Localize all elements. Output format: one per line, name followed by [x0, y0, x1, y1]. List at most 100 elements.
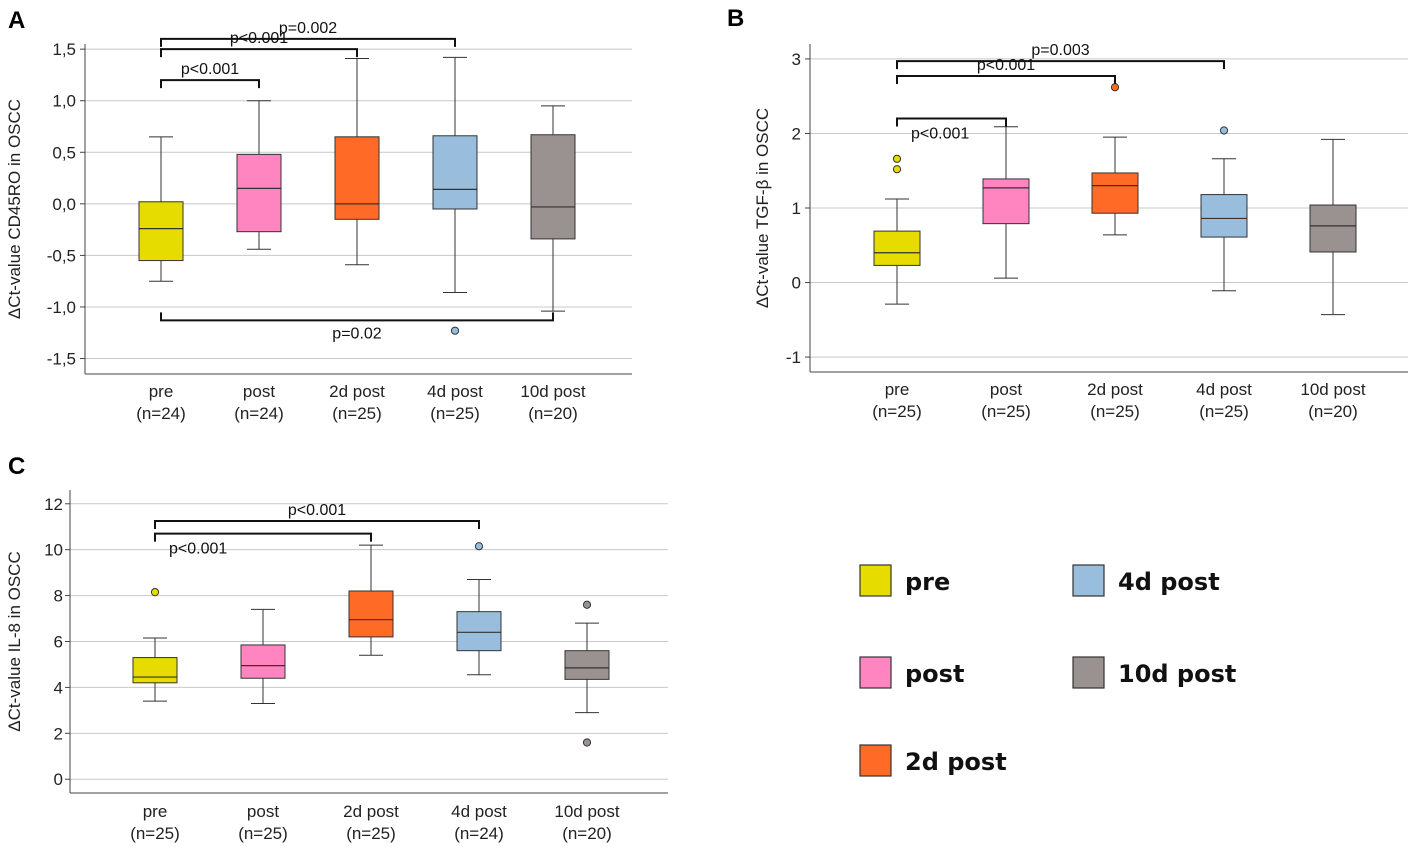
- category-n-label: (n=25): [1199, 402, 1249, 421]
- category-n-label: (n=20): [528, 404, 578, 423]
- box-4d-post: [432, 135, 478, 210]
- y-tick-label: 0,5: [52, 143, 76, 162]
- outlier-point: [450, 326, 460, 335]
- box-2d-post: [1091, 172, 1139, 214]
- significance-bracket: [160, 312, 554, 322]
- significance-bracket: [160, 79, 260, 89]
- outlier-point: [892, 165, 902, 174]
- category-label: pre: [149, 382, 174, 401]
- category-n-label: (n=24): [136, 404, 186, 423]
- y-tick-label: 3: [792, 50, 801, 69]
- y-tick-label: 1,5: [52, 40, 76, 59]
- y-tick-label: -0,5: [47, 246, 76, 265]
- y-tick-label: 0,0: [52, 195, 76, 214]
- box-pre: [138, 201, 184, 262]
- outlier-point: [150, 588, 160, 597]
- box-pre: [873, 230, 921, 266]
- panel-letter-a: A: [8, 7, 25, 34]
- box-10d-post: [1309, 204, 1357, 253]
- box-pre: [132, 657, 178, 684]
- legend: pre post 2d post 4d post 10d post: [859, 564, 1236, 777]
- legend-swatch-2d-post: [859, 744, 892, 777]
- category-n-label: (n=25): [1090, 402, 1140, 421]
- box-post: [236, 153, 282, 233]
- legend-label: pre: [905, 568, 950, 596]
- category-label: post: [990, 380, 1022, 399]
- category-label: 4d post: [1196, 380, 1252, 399]
- y-tick-label: -1,5: [47, 350, 76, 369]
- p-value-label: p<0.001: [288, 502, 346, 519]
- box-post: [982, 178, 1030, 225]
- legend-swatch-4d-post: [1072, 564, 1105, 597]
- y-axis-label: ΔCt-value CD45RO in OSCC: [5, 99, 24, 319]
- category-n-label: (n=25): [332, 404, 382, 423]
- category-n-label: (n=20): [1308, 402, 1358, 421]
- category-n-label: (n=25): [238, 824, 288, 843]
- legend-label: 10d post: [1118, 660, 1236, 688]
- outlier-point: [582, 600, 592, 609]
- box-post: [240, 644, 286, 679]
- category-label: 2d post: [343, 802, 399, 821]
- legend-label: 2d post: [905, 748, 1007, 776]
- category-label: post: [243, 382, 275, 401]
- category-n-label: (n=25): [981, 402, 1031, 421]
- legend-label: post: [905, 660, 964, 688]
- category-n-label: (n=24): [234, 404, 284, 423]
- outlier-point: [474, 542, 484, 551]
- significance-bracket: [896, 60, 1225, 70]
- y-tick-label: 6: [54, 633, 63, 652]
- category-n-label: (n=24): [454, 824, 504, 843]
- category-label: 4d post: [427, 382, 483, 401]
- y-tick-label: 0: [54, 770, 63, 789]
- outlier-point: [1219, 126, 1229, 135]
- legend-swatch-10d-post: [1072, 656, 1105, 689]
- panel-b: -1 0 1 2 3 ΔCt-value TGF-β in OSCC pre (n=25) po…: [753, 42, 1408, 421]
- p-value-label: p<0.001: [911, 126, 969, 143]
- y-tick-label: 12: [44, 495, 63, 514]
- p-value-label: p<0.001: [977, 57, 1035, 74]
- outlier-point: [892, 154, 902, 163]
- y-tick-label: -1: [786, 348, 801, 367]
- p-value-label: p<0.001: [169, 541, 227, 558]
- p-value-label: p=0.003: [1031, 42, 1089, 59]
- box-4d-post: [1200, 194, 1248, 238]
- significance-bracket: [160, 37, 456, 47]
- box-10d-post: [564, 650, 610, 680]
- category-label: 10d post: [520, 382, 585, 401]
- significance-bracket: [896, 117, 1007, 127]
- category-label: 10d post: [1300, 380, 1365, 399]
- p-value-label: p=0.002: [279, 20, 337, 37]
- category-n-label: (n=25): [346, 824, 396, 843]
- legend-swatch-pre: [859, 564, 892, 597]
- y-axis-label: ΔCt-value TGF-β in OSCC: [753, 108, 772, 308]
- legend-swatch-post: [859, 656, 892, 689]
- box-2d-post: [334, 136, 380, 220]
- y-tick-label: 0: [792, 274, 801, 293]
- panel-letter-c: C: [8, 453, 25, 480]
- y-tick-label: 8: [54, 587, 63, 606]
- y-tick-label: 1,0: [52, 92, 76, 111]
- y-axis-label: ΔCt-value IL-8 in OSCC: [5, 551, 24, 731]
- box-4d-post: [456, 611, 502, 652]
- box-2d-post: [348, 590, 394, 638]
- legend-label: 4d post: [1118, 568, 1220, 596]
- significance-bracket: [154, 532, 372, 542]
- y-tick-label: 1: [792, 199, 801, 218]
- category-label: 2d post: [329, 382, 385, 401]
- y-tick-label: 2: [54, 724, 63, 743]
- category-label: 2d post: [1087, 380, 1143, 399]
- panel-letter-b: B: [727, 5, 744, 32]
- category-n-label: (n=20): [562, 824, 612, 843]
- category-label: pre: [885, 380, 910, 399]
- p-value-label: p=0.02: [332, 325, 381, 342]
- significance-bracket: [154, 519, 480, 529]
- category-label: post: [247, 802, 279, 821]
- p-value-label: p<0.001: [230, 30, 288, 47]
- y-tick-label: 2: [792, 124, 801, 143]
- y-tick-label: 4: [54, 678, 63, 697]
- y-tick-label: -1,0: [47, 298, 76, 317]
- outlier-point: [1110, 83, 1120, 92]
- y-tick-label: 10: [44, 541, 63, 560]
- box-10d-post: [530, 134, 576, 240]
